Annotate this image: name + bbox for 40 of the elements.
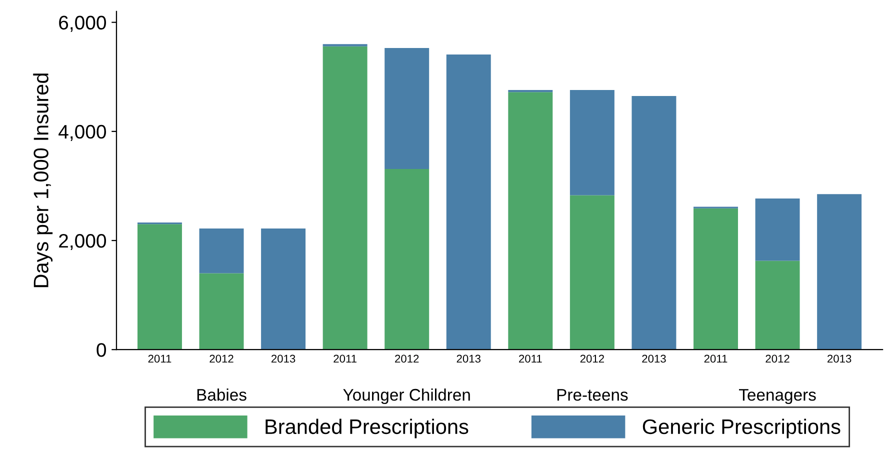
bar xyxy=(694,208,738,350)
bar xyxy=(755,198,800,261)
x-tick-label: 2011 xyxy=(148,354,172,363)
bar xyxy=(137,224,182,350)
x-tick-label: 2011 xyxy=(704,354,728,363)
x-tick-label: 2013 xyxy=(642,354,666,363)
bar xyxy=(199,228,244,274)
legend-label: Generic Prescriptions xyxy=(642,418,840,438)
bar xyxy=(261,228,306,350)
text: Younger Children xyxy=(343,388,470,404)
x-tick-label: 2012 xyxy=(766,354,790,363)
x-tick-label: 2013 xyxy=(456,354,480,363)
bar xyxy=(446,54,491,350)
y-axis-title: Days per 1,000 Insured xyxy=(33,74,53,288)
x-tick-label: 2012 xyxy=(210,354,234,363)
text: Teenagers xyxy=(739,389,816,404)
bar xyxy=(508,90,553,92)
bar xyxy=(199,273,244,350)
y-tick-label: 2,000 xyxy=(59,234,106,250)
bar xyxy=(817,194,862,350)
x-tick-label: 2013 xyxy=(271,354,296,363)
text: Pre-teens xyxy=(557,389,628,401)
x-tick-label: 2011 xyxy=(519,354,542,363)
x-tick-label: 2011 xyxy=(334,354,356,363)
x-tick-label: 2012 xyxy=(395,354,419,363)
x-tick-label: 2013 xyxy=(828,354,852,363)
bar xyxy=(570,195,614,350)
bar xyxy=(570,90,614,196)
bar xyxy=(632,96,676,350)
y-tick-label: 6,000 xyxy=(59,16,106,32)
bar xyxy=(384,48,430,170)
legend-label: Branded Prescriptions xyxy=(266,418,468,438)
y-tick-label: 4,000 xyxy=(58,124,106,141)
bar xyxy=(322,46,368,350)
bar xyxy=(755,260,800,350)
bar xyxy=(384,169,430,350)
text: Babies xyxy=(197,388,246,401)
x-tick-label: 2012 xyxy=(580,354,604,363)
y-tick-label: 0 xyxy=(96,343,106,357)
bar xyxy=(508,92,553,350)
